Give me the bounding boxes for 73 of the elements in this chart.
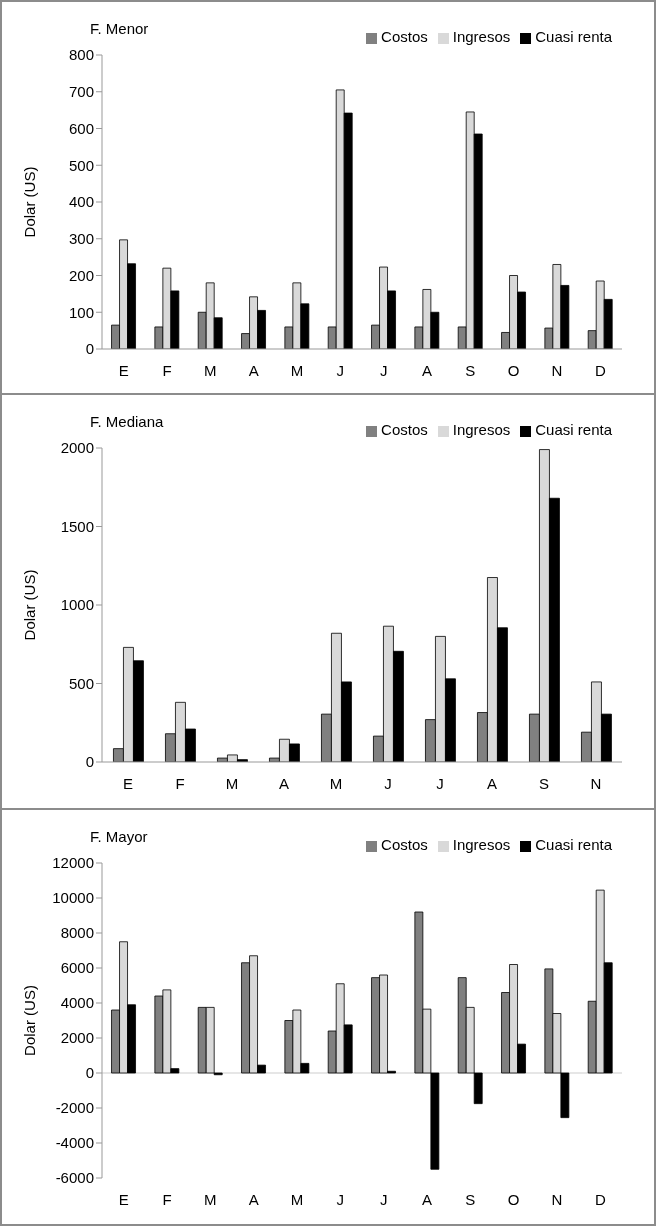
- x-tick-label: N: [551, 1190, 563, 1208]
- y-tick-label: 2000: [60, 1029, 94, 1047]
- x-tick-label: F: [162, 1190, 172, 1208]
- y-tick-label: -2000: [55, 1099, 94, 1117]
- y-tick-label: -4000: [55, 1134, 94, 1152]
- y-tick-label: 0: [85, 340, 94, 358]
- y-tick-label: 700: [68, 83, 94, 101]
- x-tick-label: A: [248, 361, 259, 379]
- x-tick-label: D: [594, 361, 606, 379]
- x-tick-label: M: [204, 361, 217, 379]
- x-tick-label: A: [421, 361, 433, 379]
- x-tick-label: A: [486, 774, 498, 792]
- legend-label: Cuasi renta: [535, 28, 612, 45]
- y-tick-label: 12000: [52, 854, 94, 872]
- x-tick-label: O: [507, 361, 520, 379]
- y-axis-title: Dolar (US): [21, 166, 39, 238]
- chart-title: F. Mediana: [90, 413, 164, 430]
- x-tick-label: A: [248, 1190, 259, 1208]
- x-tick-label: J: [436, 774, 444, 792]
- y-tick-label: 6000: [60, 959, 94, 977]
- x-tick-label: J: [384, 774, 392, 792]
- x-tick-label: J: [336, 361, 345, 379]
- x-tick-label: F: [175, 774, 185, 792]
- x-tick-label: M: [204, 1190, 217, 1208]
- x-tick-label: S: [465, 361, 476, 379]
- x-tick-label: M: [290, 1190, 304, 1208]
- chart-title: F. Menor: [90, 20, 149, 37]
- y-tick-label: 200: [68, 266, 94, 284]
- x-tick-label: J: [379, 361, 388, 379]
- y-tick-label: 600: [68, 119, 94, 137]
- x-tick-label: S: [538, 774, 550, 792]
- y-tick-label: 8000: [60, 924, 94, 942]
- x-tick-label: N: [590, 774, 602, 792]
- x-tick-label: J: [379, 1190, 388, 1208]
- y-tick-label: 0: [85, 753, 94, 771]
- y-tick-label: 4000: [60, 994, 94, 1012]
- legend-label: Ingresos: [452, 421, 511, 438]
- y-tick-label: 1500: [60, 517, 94, 535]
- chart-title: F. Mayor: [90, 828, 148, 845]
- y-tick-label: 300: [68, 230, 94, 248]
- y-tick-label: -6000: [55, 1169, 94, 1187]
- x-tick-label: F: [162, 361, 172, 379]
- x-tick-label: O: [507, 1190, 520, 1208]
- x-tick-label: M: [290, 361, 304, 379]
- legend-label: Cuasi renta: [535, 421, 612, 438]
- y-tick-label: 500: [68, 674, 94, 692]
- legend-label: Ingresos: [452, 28, 511, 45]
- y-tick-label: 10000: [52, 889, 94, 907]
- x-tick-label: A: [421, 1190, 433, 1208]
- x-tick-label: N: [551, 361, 563, 379]
- y-tick-label: 400: [68, 193, 94, 211]
- x-tick-label: A: [278, 774, 290, 792]
- y-tick-label: 100: [68, 303, 94, 321]
- legend-label: Costos: [381, 28, 428, 45]
- y-axis-title: Dolar (US): [21, 569, 39, 641]
- legend-label: Ingresos: [452, 836, 511, 853]
- legend-label: Cuasi renta: [535, 836, 612, 853]
- y-tick-label: 800: [68, 46, 94, 64]
- y-tick-label: 2000: [60, 439, 94, 457]
- y-tick-label: 1000: [60, 596, 94, 614]
- y-axis-title: Dolar (US): [21, 985, 39, 1056]
- x-tick-label: M: [225, 774, 239, 792]
- x-tick-label: E: [122, 774, 134, 792]
- legend-label: Costos: [381, 836, 428, 853]
- legend-label: Costos: [381, 421, 428, 438]
- x-tick-label: D: [594, 1190, 606, 1208]
- y-tick-label: 500: [68, 156, 94, 174]
- x-tick-label: J: [336, 1190, 345, 1208]
- x-tick-label: E: [118, 1190, 129, 1208]
- x-tick-label: M: [329, 774, 343, 792]
- x-tick-label: S: [465, 1190, 476, 1208]
- x-tick-label: E: [118, 361, 129, 379]
- y-tick-label: 0: [85, 1064, 94, 1082]
